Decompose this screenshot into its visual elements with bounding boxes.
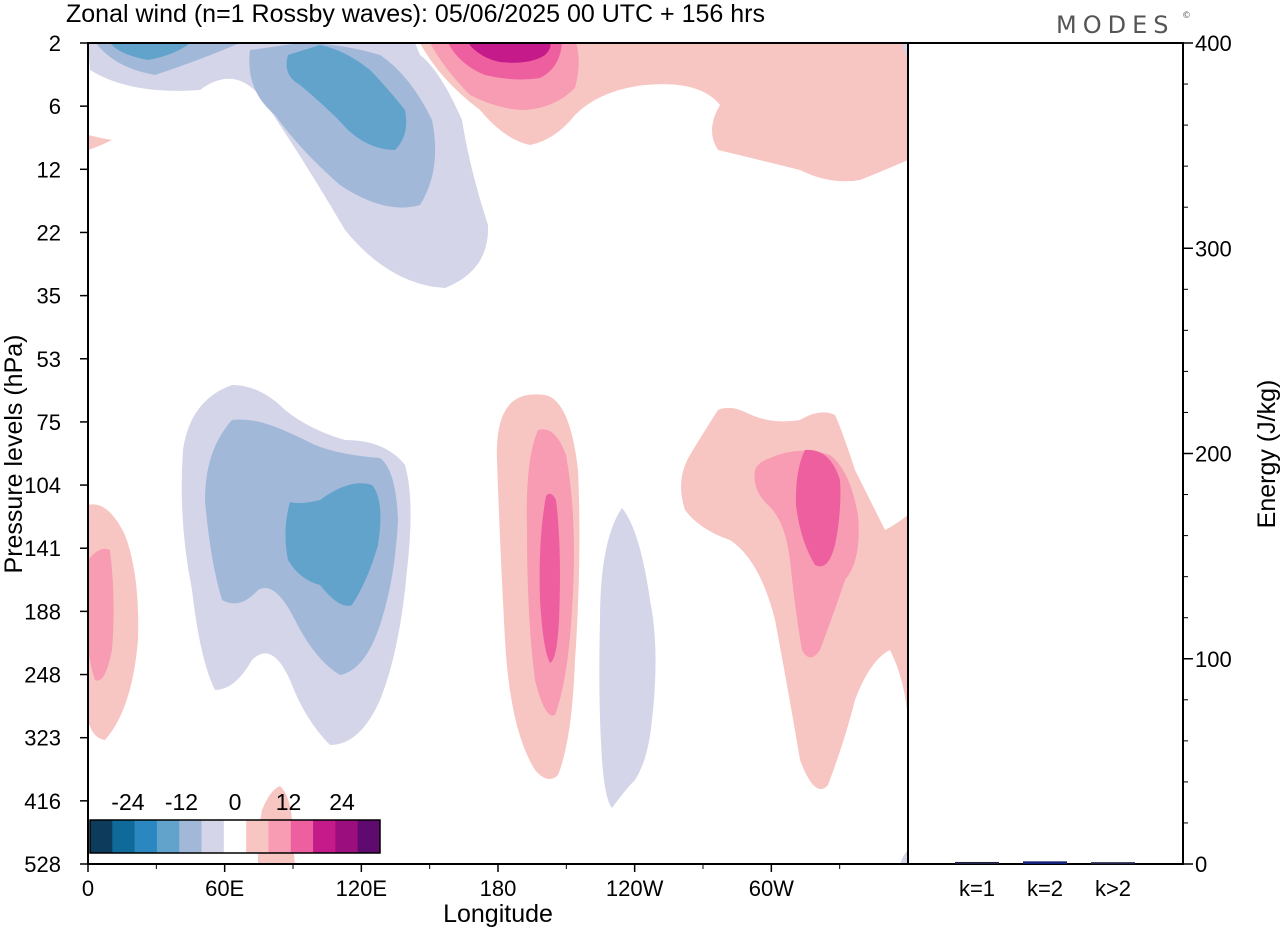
y-tick-label: 323 xyxy=(24,726,61,751)
colorbar-label: -24 xyxy=(111,789,144,815)
energy-tick-label: 0 xyxy=(1195,852,1207,877)
y-tick-label: 75 xyxy=(37,410,61,435)
y-tick-label: 53 xyxy=(37,347,61,372)
y-tick-label: 188 xyxy=(24,599,61,624)
energy-bar-chart: 0 100 200 300 400 k=1 k=2 k>2 xyxy=(907,31,1232,901)
x-tick-label: 60E xyxy=(205,876,244,901)
y-tick-label: 22 xyxy=(37,220,61,245)
y-tick-label: 416 xyxy=(24,789,61,814)
colorbar-swatch xyxy=(156,820,180,853)
colorbar-swatch xyxy=(112,820,136,853)
contour-neg-upper-core xyxy=(286,45,407,150)
colorbar-swatch xyxy=(246,820,269,853)
colorbar-swatch xyxy=(134,820,158,853)
x-tick-label: 120W xyxy=(606,876,664,901)
y-tick-label: 528 xyxy=(24,852,61,877)
energy-frame xyxy=(907,42,1184,865)
energy-axis-label: Energy (J/kg) xyxy=(1253,380,1280,529)
colorbar-swatch xyxy=(90,820,113,853)
colorbar-swatch xyxy=(201,820,225,853)
contour-neg-lower-core xyxy=(285,483,381,606)
contour-neg-upper-mid2 xyxy=(249,43,436,208)
colorbar-swatch xyxy=(335,820,359,853)
y-tick-label: 12 xyxy=(37,157,61,182)
x-tick-label: 180 xyxy=(480,876,517,901)
colorbar-swatch xyxy=(179,820,203,853)
energy-bar xyxy=(1091,862,1135,865)
colorbar: -24 -12 0 12 24 xyxy=(89,789,381,854)
y-tick-label: 104 xyxy=(24,473,61,498)
energy-bar xyxy=(1023,861,1067,864)
y-tick-label: 248 xyxy=(24,663,61,688)
energy-category-label: k=1 xyxy=(959,876,995,901)
y-tick-label: 2 xyxy=(49,31,61,56)
contour-pos-mid-core xyxy=(539,493,560,663)
energy-category-label: k>2 xyxy=(1095,876,1131,901)
energy-tick-label: 400 xyxy=(1195,31,1232,56)
colorbar-swatch xyxy=(357,820,381,853)
colorbar-swatch xyxy=(313,820,336,853)
energy-bar xyxy=(955,861,999,864)
colorbar-label: 24 xyxy=(329,789,355,815)
x-tick-label: 120E xyxy=(336,876,387,901)
modes-logo-mark: © xyxy=(1182,11,1191,21)
y-tick-label: 141 xyxy=(24,536,61,561)
contour-neg-upper-core2 xyxy=(110,43,190,60)
x-tick-label: 60W xyxy=(749,876,794,901)
colorbar-label: 0 xyxy=(229,789,242,815)
y-axis-label: Pressure levels (hPa) xyxy=(0,335,28,574)
colorbar-frame xyxy=(89,819,381,854)
modes-logo: MODES © xyxy=(1056,11,1191,39)
heatmap-plot xyxy=(88,43,908,864)
contour-pos-right-core xyxy=(795,449,841,567)
contour-neg-bottom-right xyxy=(900,850,908,864)
energy-tick-label: 300 xyxy=(1195,236,1232,261)
contour-neg-top-right xyxy=(902,43,908,60)
energy-tick-label: 200 xyxy=(1195,442,1232,467)
colorbar-swatch xyxy=(223,820,247,853)
contour-pos-upper-core2 xyxy=(468,43,551,63)
colorbar-label: -12 xyxy=(165,789,198,815)
x-axis-label: Longitude xyxy=(443,900,553,928)
modes-logo-text: MODES xyxy=(1056,11,1174,39)
contour-pos-edge-top xyxy=(88,135,112,150)
x-tick-label: 0 xyxy=(82,876,94,901)
energy-tick-label: 100 xyxy=(1195,647,1232,672)
contour-neg-column xyxy=(599,508,656,808)
contour-pos-left-core xyxy=(88,548,114,681)
colorbar-swatch xyxy=(268,820,292,853)
y-tick-label: 35 xyxy=(37,284,61,309)
energy-category-label: k=2 xyxy=(1027,876,1063,901)
colorbar-label: 12 xyxy=(276,789,302,815)
chart-title: Zonal wind (n=1 Rossby waves): 05/06/202… xyxy=(66,0,765,28)
colorbar-swatch xyxy=(290,820,314,853)
y-tick-label: 6 xyxy=(49,94,61,119)
